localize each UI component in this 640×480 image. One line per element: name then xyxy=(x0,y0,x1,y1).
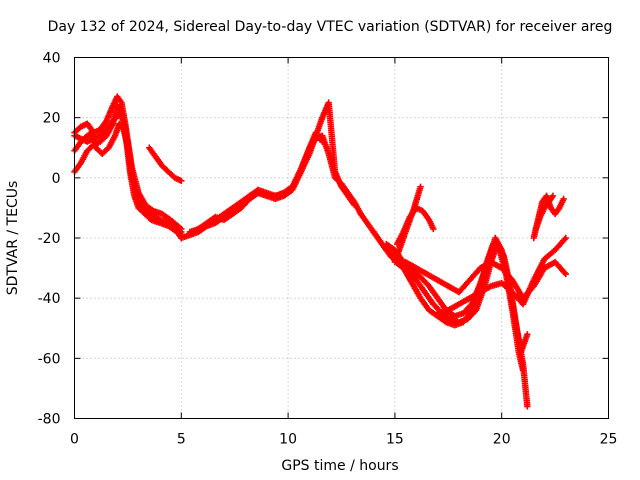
data-point xyxy=(351,201,358,209)
axis-ticks xyxy=(74,57,609,419)
y-tick-label: 0 xyxy=(52,171,61,187)
series-arc-4 xyxy=(71,111,185,236)
data-point xyxy=(524,331,531,338)
x-tick-label: 0 xyxy=(70,432,79,448)
data-point xyxy=(178,228,185,236)
data-point xyxy=(524,403,531,410)
series-arc-15 xyxy=(434,234,569,317)
y-tick-label: -20 xyxy=(38,231,61,247)
data-points xyxy=(71,93,569,410)
series-arc-8 xyxy=(195,129,326,233)
x-tick-label: 5 xyxy=(177,432,186,448)
series-arc-17 xyxy=(532,192,557,233)
data-point xyxy=(430,225,437,233)
y-tick-label: 40 xyxy=(43,51,61,67)
y-tick-labels: -80 -60 -40 -20 0 20 40 xyxy=(38,51,61,428)
y-tick-label: -60 xyxy=(38,351,61,367)
series-arc-13 xyxy=(393,204,437,248)
x-tick-label: 25 xyxy=(600,432,618,448)
data-point xyxy=(178,177,185,185)
x-tick-label: 20 xyxy=(493,432,511,448)
x-tick-labels: 0 5 10 15 20 25 xyxy=(70,432,617,448)
x-tick-label: 15 xyxy=(386,432,404,448)
y-tick-label: 20 xyxy=(43,111,61,127)
data-point xyxy=(562,270,569,278)
data-point xyxy=(417,183,424,191)
chart-title: Day 132 of 2024, Sidereal Day-to-day VTE… xyxy=(48,19,613,35)
series-arc-5 xyxy=(146,144,185,185)
data-point xyxy=(562,234,569,242)
data-point xyxy=(319,138,326,145)
data-point xyxy=(560,195,567,203)
y-axis-title: SDTVAR / TECUs xyxy=(5,181,21,296)
x-axis-title: GPS time / hours xyxy=(281,458,398,474)
x-tick-label: 10 xyxy=(279,432,297,448)
y-tick-label: -80 xyxy=(38,412,61,428)
y-tick-label: -40 xyxy=(38,291,61,307)
data-point xyxy=(549,192,557,200)
